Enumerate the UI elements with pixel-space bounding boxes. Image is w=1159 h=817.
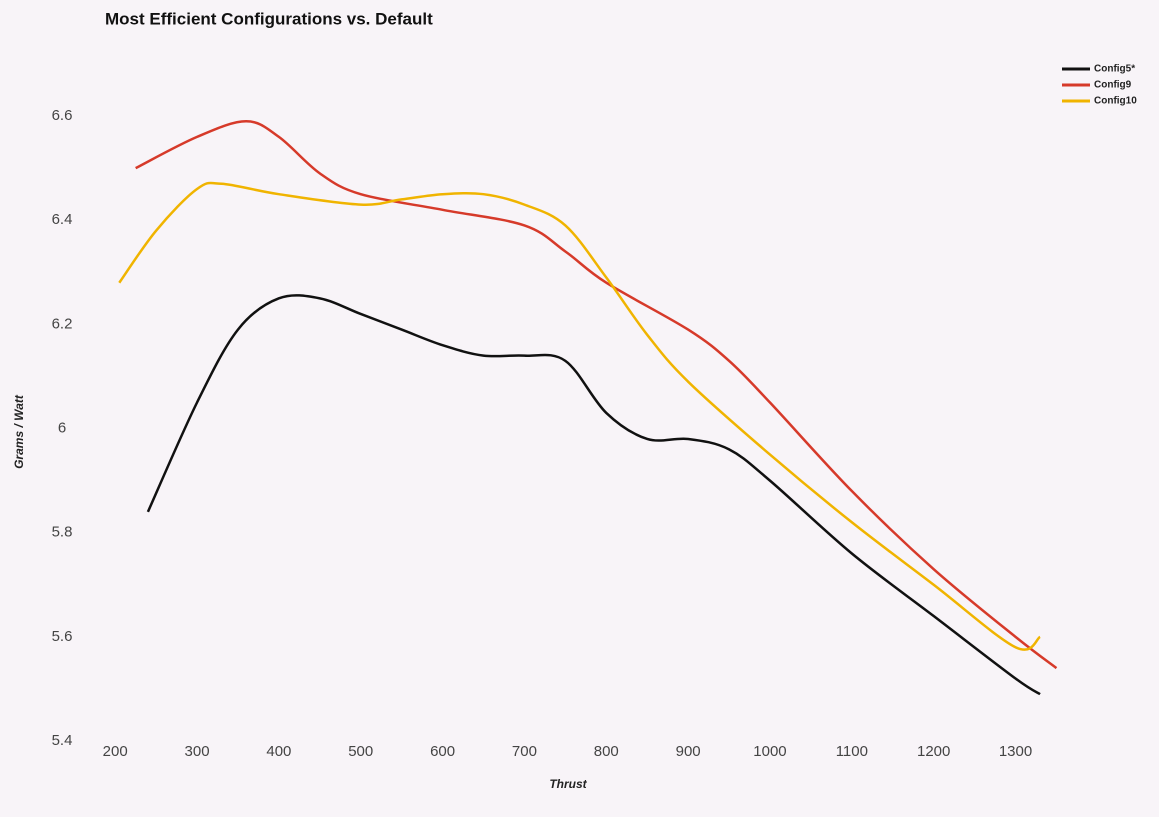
- x-tick-label: 300: [185, 743, 210, 760]
- legend-label: Config9: [1094, 80, 1132, 91]
- y-tick-label: 6.6: [52, 107, 73, 124]
- y-axis-label: Grams / Watt: [12, 394, 26, 469]
- x-tick-label: 1000: [753, 743, 786, 760]
- series-line: [118, 181, 1041, 651]
- x-tick-label: 700: [512, 743, 537, 760]
- y-tick-label: 5.6: [52, 628, 73, 645]
- x-tick-label: 1300: [999, 743, 1032, 760]
- x-tick-label: 500: [348, 743, 373, 760]
- x-tick-label: 900: [676, 743, 701, 760]
- y-tick-label: 6.2: [52, 315, 73, 332]
- series-line: [146, 294, 1041, 696]
- y-tick-label: 6.4: [52, 211, 73, 228]
- legend-label: Config10: [1094, 96, 1137, 107]
- y-tick-label: 5.4: [52, 732, 73, 749]
- x-tick-label: 200: [103, 743, 128, 760]
- series-line: [135, 120, 1058, 670]
- x-tick-label: 400: [266, 743, 291, 760]
- y-tick-label: 5.8: [52, 524, 73, 541]
- legend-label: Config5*: [1094, 64, 1135, 75]
- x-tick-label: 600: [430, 743, 455, 760]
- x-tick-label: 1100: [836, 743, 868, 760]
- y-tick-label: 6: [58, 420, 66, 437]
- x-axis-label: Thrust: [549, 777, 587, 791]
- chart-title: Most Efficient Configurations vs. Defaul…: [105, 9, 433, 28]
- x-tick-label: 1200: [917, 743, 950, 760]
- x-tick-label: 800: [594, 743, 619, 760]
